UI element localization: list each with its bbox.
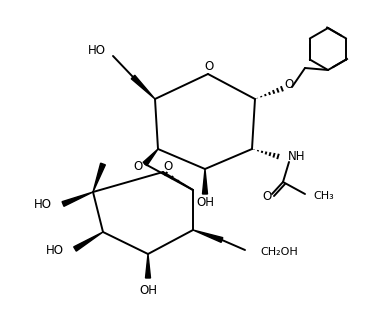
Text: HO: HO [46,243,64,256]
Polygon shape [131,75,155,99]
Text: O: O [284,79,294,91]
Text: O: O [163,159,173,173]
Text: HO: HO [88,45,106,57]
Text: O: O [133,159,143,173]
Text: OH: OH [196,196,214,208]
Polygon shape [93,163,105,192]
Text: O: O [204,61,214,74]
Polygon shape [143,149,158,166]
Polygon shape [193,230,223,242]
Text: OH: OH [139,284,157,296]
Text: HO: HO [34,197,52,211]
Polygon shape [74,232,103,251]
Polygon shape [145,254,151,278]
Polygon shape [62,192,93,206]
Text: CH₃: CH₃ [313,191,334,201]
Polygon shape [202,169,208,194]
Text: NH: NH [288,149,305,163]
Text: CH₂OH: CH₂OH [260,247,298,257]
Text: O: O [262,191,272,203]
